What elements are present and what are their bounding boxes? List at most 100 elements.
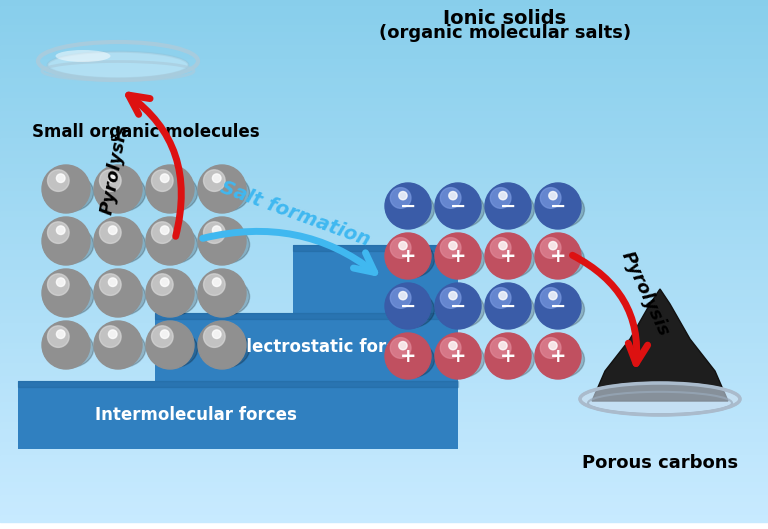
Text: −: − <box>500 296 516 315</box>
Ellipse shape <box>147 277 197 316</box>
Bar <box>0 369 768 377</box>
Ellipse shape <box>536 241 584 278</box>
Bar <box>0 482 768 489</box>
Ellipse shape <box>486 191 535 228</box>
Bar <box>0 416 768 423</box>
Bar <box>0 184 768 192</box>
Ellipse shape <box>199 225 250 264</box>
Ellipse shape <box>486 291 535 328</box>
Bar <box>0 19 768 26</box>
Circle shape <box>204 170 225 191</box>
Circle shape <box>490 338 511 358</box>
Bar <box>0 52 768 60</box>
Ellipse shape <box>436 191 485 228</box>
Text: −: − <box>400 196 416 215</box>
Bar <box>0 429 768 436</box>
Bar <box>0 217 768 225</box>
Circle shape <box>146 269 194 317</box>
Bar <box>0 263 768 271</box>
Bar <box>0 250 768 258</box>
Ellipse shape <box>147 330 197 368</box>
Bar <box>0 45 768 53</box>
Bar <box>0 422 768 430</box>
Bar <box>0 310 768 317</box>
Bar <box>0 455 768 463</box>
Circle shape <box>151 274 173 295</box>
Bar <box>0 138 768 145</box>
Circle shape <box>48 222 69 243</box>
Circle shape <box>42 269 90 317</box>
Circle shape <box>535 233 581 279</box>
Bar <box>0 72 768 79</box>
Bar <box>0 59 768 66</box>
Circle shape <box>390 238 411 258</box>
Bar <box>0 191 768 198</box>
Circle shape <box>535 333 581 379</box>
Circle shape <box>449 291 457 300</box>
Bar <box>0 165 768 172</box>
Text: −: − <box>550 196 566 215</box>
Circle shape <box>485 183 531 229</box>
Circle shape <box>100 326 121 348</box>
Circle shape <box>435 183 481 229</box>
Circle shape <box>48 170 69 191</box>
Text: Small organic molecules: Small organic molecules <box>32 123 260 141</box>
Ellipse shape <box>147 174 197 212</box>
Bar <box>0 303 768 311</box>
Bar <box>0 316 768 324</box>
Circle shape <box>435 333 481 379</box>
Text: −: − <box>450 296 466 315</box>
Ellipse shape <box>580 383 740 415</box>
Bar <box>0 389 768 397</box>
Bar <box>0 78 768 86</box>
Bar <box>0 515 768 523</box>
Circle shape <box>161 330 169 339</box>
Ellipse shape <box>95 174 146 212</box>
Ellipse shape <box>55 50 111 62</box>
Text: Pyrolysis: Pyrolysis <box>617 249 673 340</box>
Circle shape <box>42 321 90 369</box>
Text: Porous carbons: Porous carbons <box>582 454 738 472</box>
Ellipse shape <box>436 291 485 328</box>
Circle shape <box>541 238 561 258</box>
Circle shape <box>108 226 117 234</box>
Ellipse shape <box>95 330 146 368</box>
Bar <box>0 25 768 33</box>
Bar <box>0 350 768 357</box>
Circle shape <box>498 242 507 250</box>
Circle shape <box>490 238 511 258</box>
Text: −: − <box>550 296 566 315</box>
Circle shape <box>485 283 531 329</box>
Circle shape <box>535 183 581 229</box>
Bar <box>0 98 768 106</box>
Bar <box>0 284 768 291</box>
Text: Pyrolysis: Pyrolysis <box>98 122 132 216</box>
Ellipse shape <box>199 277 250 316</box>
Ellipse shape <box>199 174 250 212</box>
Circle shape <box>100 222 121 243</box>
Bar <box>0 131 768 139</box>
Ellipse shape <box>536 291 584 328</box>
Bar <box>0 204 768 212</box>
Bar <box>0 144 768 152</box>
Circle shape <box>161 226 169 234</box>
Circle shape <box>204 222 225 243</box>
Circle shape <box>100 170 121 191</box>
Circle shape <box>490 188 511 208</box>
Bar <box>0 449 768 456</box>
Bar <box>0 178 768 185</box>
Circle shape <box>485 233 531 279</box>
Bar <box>0 435 768 443</box>
Bar <box>0 32 768 40</box>
Bar <box>0 376 768 384</box>
Bar <box>0 125 768 132</box>
Circle shape <box>435 283 481 329</box>
Circle shape <box>549 191 557 200</box>
Circle shape <box>541 188 561 208</box>
Circle shape <box>56 278 65 287</box>
Bar <box>0 12 768 20</box>
Circle shape <box>94 165 142 213</box>
Bar <box>0 118 768 126</box>
Circle shape <box>213 330 221 339</box>
Ellipse shape <box>43 330 94 368</box>
